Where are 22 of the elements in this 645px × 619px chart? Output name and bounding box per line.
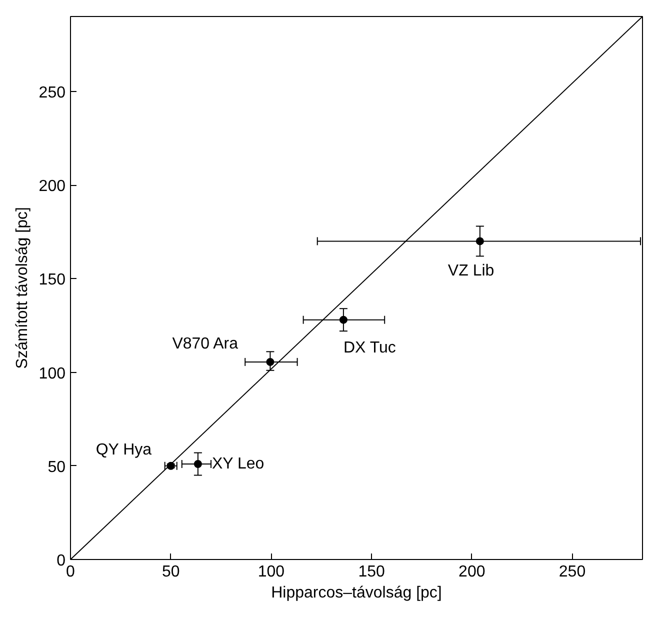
x-tick-label: 150 [358,564,385,580]
y-tick-label: 50 [48,458,66,476]
x-tick-label: 250 [558,564,586,580]
y-tick-label: 0 [56,552,66,570]
annotation: VZ Lib [448,262,494,280]
x-axis-title: Hipparcos–távolság [pc] [271,584,442,602]
x-tick-label: 100 [258,564,285,580]
y-tick-label: 200 [38,178,66,196]
point [476,237,484,246]
annotation: V870 Ara [172,335,238,352]
y-axis-title: Számított távolság [pc] [14,207,31,369]
point [266,358,274,366]
annotation: DX Tuc [343,339,396,356]
annotation: XY Leo [212,456,264,473]
point [339,316,348,324]
x-tick-label: 50 [162,564,180,580]
y-tick-label: 150 [38,272,66,289]
x-tick-label: 200 [458,564,486,580]
y-tick-label: 100 [38,365,66,382]
y-tick-label: 250 [38,84,66,102]
point [194,460,202,468]
annotation: QY Hya [96,441,152,458]
